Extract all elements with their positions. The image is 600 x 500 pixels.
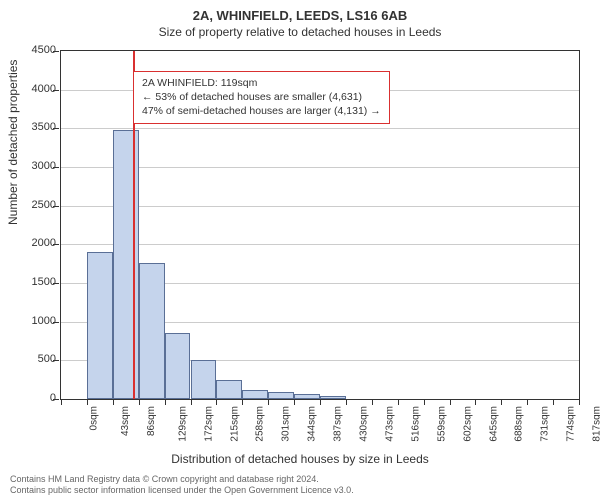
x-tick (191, 399, 192, 405)
x-tick (165, 399, 166, 405)
x-tick (398, 399, 399, 405)
histogram-bar (242, 390, 268, 399)
histogram-bar (165, 333, 191, 399)
x-tick (501, 399, 502, 405)
plot-area: 2A WHINFIELD: 119sqm← 53% of detached ho… (60, 50, 580, 400)
footer-attribution: Contains HM Land Registry data © Crown c… (10, 474, 354, 497)
x-tick-label: 602sqm (462, 406, 473, 442)
x-tick-label: 473sqm (384, 406, 395, 442)
annotation-line-3: 47% of semi-detached houses are larger (… (142, 104, 381, 118)
y-tick-label: 2500 (16, 199, 56, 211)
footer-line-1: Contains HM Land Registry data © Crown c… (10, 474, 354, 485)
x-tick (475, 399, 476, 405)
x-axis-label: Distribution of detached houses by size … (0, 452, 600, 466)
x-tick-label: 86sqm (146, 406, 157, 436)
histogram-bar (87, 252, 113, 399)
x-tick-label: 774sqm (566, 406, 577, 442)
x-tick (424, 399, 425, 405)
x-tick-label: 0sqm (88, 406, 99, 430)
footer-line-2: Contains public sector information licen… (10, 485, 354, 496)
x-tick (346, 399, 347, 405)
x-tick (242, 399, 243, 405)
histogram-bar (113, 130, 139, 399)
histogram-bar (268, 392, 294, 399)
histogram-bar (320, 396, 346, 399)
x-tick (320, 399, 321, 405)
y-tick-label: 3500 (16, 121, 56, 133)
x-tick-label: 215sqm (229, 406, 240, 442)
x-tick-label: 817sqm (592, 406, 600, 442)
x-tick (113, 399, 114, 405)
x-tick-label: 172sqm (203, 406, 214, 442)
gridline (61, 128, 579, 129)
x-tick (268, 399, 269, 405)
x-tick-label: 516sqm (410, 406, 421, 442)
x-tick (216, 399, 217, 405)
gridline (61, 244, 579, 245)
chart-container: 2A, WHINFIELD, LEEDS, LS16 6AB Size of p… (0, 0, 600, 500)
histogram-bar (139, 263, 165, 399)
gridline (61, 167, 579, 168)
gridline (61, 206, 579, 207)
y-tick-label: 3000 (16, 160, 56, 172)
x-tick-label: 258sqm (255, 406, 266, 442)
x-tick-label: 731sqm (540, 406, 551, 442)
x-tick (139, 399, 140, 405)
x-tick (553, 399, 554, 405)
annotation-box: 2A WHINFIELD: 119sqm← 53% of detached ho… (133, 71, 390, 124)
annotation-line-2: ← 53% of detached houses are smaller (4,… (142, 90, 381, 104)
y-tick-label: 1500 (16, 276, 56, 288)
chart-title: 2A, WHINFIELD, LEEDS, LS16 6AB (0, 0, 600, 23)
x-tick (61, 399, 62, 405)
x-tick (527, 399, 528, 405)
x-tick-label: 688sqm (514, 406, 525, 442)
x-tick (372, 399, 373, 405)
x-tick-label: 301sqm (281, 406, 292, 442)
x-tick-label: 43sqm (120, 406, 131, 436)
x-tick-label: 645sqm (488, 406, 499, 442)
y-tick-label: 4500 (16, 44, 56, 56)
x-tick-label: 430sqm (359, 406, 370, 442)
chart-subtitle: Size of property relative to detached ho… (0, 23, 600, 39)
x-tick (450, 399, 451, 405)
x-tick-label: 129sqm (177, 406, 188, 442)
y-tick-label: 0 (16, 392, 56, 404)
histogram-bar (216, 380, 242, 399)
y-tick-label: 2000 (16, 237, 56, 249)
histogram-bar (191, 360, 217, 399)
x-tick (294, 399, 295, 405)
y-tick-label: 4000 (16, 83, 56, 95)
x-tick (87, 399, 88, 405)
annotation-line-1: 2A WHINFIELD: 119sqm (142, 76, 381, 90)
x-tick-label: 559sqm (436, 406, 447, 442)
histogram-bar (294, 394, 320, 399)
x-tick-label: 344sqm (307, 406, 318, 442)
x-tick (579, 399, 580, 405)
y-tick-label: 500 (16, 353, 56, 365)
y-tick-label: 1000 (16, 315, 56, 327)
x-tick-label: 387sqm (333, 406, 344, 442)
